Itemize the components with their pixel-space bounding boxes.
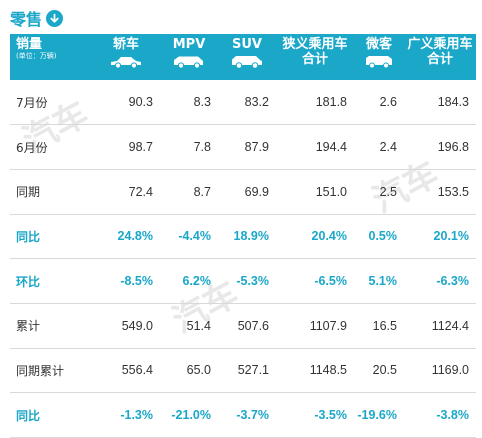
table-cell: 87.9: [244, 140, 269, 155]
unit-note: (单位：万辆): [16, 52, 57, 60]
table-cell: 8.3: [193, 95, 211, 110]
table-cell: -6.3%: [436, 274, 469, 289]
column-header: SUV: [218, 34, 276, 80]
section-title: 零售: [10, 6, 64, 30]
table-cell: -3.7%: [236, 408, 269, 423]
table-cell: 2.5: [379, 184, 397, 199]
row-label: 7月份: [16, 95, 48, 110]
row-label: 环比: [16, 274, 41, 289]
table-cell: 527.1: [237, 363, 269, 378]
header-row-label-text: 销量: [16, 37, 43, 52]
table-header-row: 销量 (单位：万辆) 轿车 MPV SUV: [10, 34, 476, 80]
table-cell: 24.8%: [117, 229, 153, 244]
table-cell: 51.4: [186, 318, 211, 333]
table-cell: 2.4: [379, 140, 397, 155]
table-cell: -1.3%: [120, 408, 153, 423]
table-cell: 20.1%: [433, 229, 469, 244]
row-label: 累计: [16, 319, 41, 334]
row-label: 同比: [16, 229, 41, 244]
table-cell: 181.8: [315, 95, 347, 110]
table-row: 同比 24.8% -4.4% 18.9% 20.4% 0.5% 20.1%: [10, 214, 476, 259]
row-label: 同期累计: [16, 363, 65, 378]
column-header: 广义乘用车合计: [404, 34, 476, 80]
table-cell: 83.2: [244, 95, 269, 110]
table-cell: 16.5: [372, 318, 397, 333]
table-cell: -6.5%: [314, 274, 347, 289]
table-cell: 18.9%: [233, 229, 269, 244]
suv-icon: [232, 56, 262, 69]
column-header-label: MPV: [172, 37, 206, 52]
table-cell: 65.0: [186, 363, 211, 378]
table-cell: 507.6: [237, 318, 269, 333]
table-row: 累计 549.0 51.4 507.6 1107.9 16.5 1124.4: [10, 303, 476, 349]
section-title-text: 零售: [10, 10, 43, 29]
table-cell: 0.5%: [368, 229, 398, 244]
column-header: 微客: [354, 34, 404, 80]
table-cell: 1148.5: [309, 363, 347, 378]
table-cell: -8.5%: [120, 274, 153, 289]
table-cell: 151.0: [315, 184, 347, 199]
table-cell: 1169.0: [431, 363, 469, 378]
table-cell: 153.5: [437, 184, 469, 199]
table-cell: -19.6%: [357, 408, 397, 423]
row-label: 同比: [16, 408, 41, 423]
minivan-icon: [366, 56, 392, 69]
table-cell: -5.3%: [236, 274, 269, 289]
column-header: 狭义乘用车合计: [276, 34, 354, 80]
table-cell: 72.4: [128, 184, 153, 199]
table-row: 同期累计 556.4 65.0 527.1 1148.5 20.5 1169.0: [10, 348, 476, 393]
column-header-label: 轿车: [112, 37, 139, 52]
table-cell: 8.7: [193, 184, 211, 199]
column-header: 轿车: [92, 34, 160, 80]
row-label: 6月份: [16, 140, 48, 155]
table-cell: 2.6: [379, 95, 397, 110]
column-header: MPV: [160, 34, 218, 80]
arrow-down-circle-icon: [46, 9, 64, 27]
table-cell: 196.8: [437, 140, 469, 155]
table-cell: 90.3: [128, 95, 153, 110]
column-header-label: 微客: [365, 37, 392, 52]
column-header-label: 广义乘用车合计: [407, 37, 473, 67]
mpv-icon: [174, 56, 203, 69]
column-header-label: 狭义乘用车合计: [282, 37, 348, 67]
table-cell: 20.5: [372, 363, 397, 378]
table-row: 同比 -1.3% -21.0% -3.7% -3.5% -19.6% -3.8%: [10, 393, 476, 438]
table-cell: 69.9: [244, 184, 269, 199]
table-cell: 184.3: [437, 95, 469, 110]
table-cell: 549.0: [121, 318, 153, 333]
sales-table: 销量 (单位：万辆) 轿车 MPV SUV: [10, 34, 476, 438]
table-cell: 556.4: [121, 363, 153, 378]
column-header-label: SUV: [232, 37, 262, 52]
table-cell: 7.8: [193, 140, 211, 155]
table-cell: 194.4: [315, 140, 347, 155]
table-cell: 1124.4: [431, 318, 469, 333]
table-row: 同期 72.4 8.7 69.9 151.0 2.5 153.5: [10, 169, 476, 215]
table-cell: 6.2%: [182, 274, 212, 289]
table-cell: 1107.9: [309, 318, 347, 333]
header-row-label: 销量 (单位：万辆): [10, 34, 92, 80]
table-cell: -4.4%: [178, 229, 211, 244]
table-cell: -3.8%: [436, 408, 469, 423]
table-cell: -3.5%: [314, 408, 347, 423]
row-label: 同期: [16, 185, 41, 200]
table-cell: 98.7: [128, 140, 153, 155]
table-row: 环比 -8.5% 6.2% -5.3% -6.5% 5.1% -6.3%: [10, 259, 476, 304]
table-cell: 20.4%: [311, 229, 347, 244]
table-row: 6月份 98.7 7.8 87.9 194.4 2.4 196.8: [10, 125, 476, 170]
table-row: 7月份 90.3 8.3 83.2 181.8 2.6 184.3: [10, 80, 476, 125]
table-cell: 5.1%: [368, 274, 398, 289]
table-cell: -21.0%: [171, 408, 211, 423]
sedan-icon: [111, 57, 141, 69]
